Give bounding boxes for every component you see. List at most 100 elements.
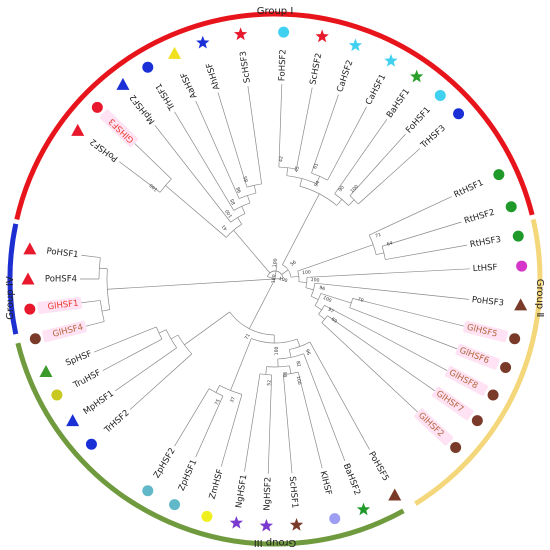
label-highlight [37,297,82,314]
branch-line [336,199,343,206]
group-label-4: Group IV [5,276,16,320]
leaf-label: PoHSF2 [89,136,121,163]
branch-arc [99,300,105,322]
branch-line [230,338,252,391]
branch-arc [269,270,282,275]
branch-arc [368,234,377,255]
leaf-label: ZpHSF2 [152,446,178,480]
branch-line [316,176,320,184]
leaf-label: GlHSF3 [107,116,136,145]
branch-line [289,349,292,358]
triangle-marker-icon [514,298,528,311]
circle-marker-icon [512,230,524,242]
bootstrap-value: 100 [224,208,234,219]
branch-line [195,100,240,199]
branch-line [376,252,384,256]
leaf-label: MpHSF2 [128,92,157,126]
leaf-label: BaHSF2 [341,462,362,497]
leaf-label: FoHSF1 [404,105,433,135]
branch-line [101,309,110,312]
bootstrap-value: 100 [278,276,288,284]
circle-marker-icon [500,362,512,374]
group-arcs [7,11,543,547]
bootstrap-value: 45 [294,166,301,173]
branch-line [324,304,448,371]
branch-line [290,275,299,278]
branch-line [154,125,231,223]
leaf-label: ScHSF3 [239,50,253,83]
branch-line [296,338,301,347]
leaf-label: AhHSF [205,61,223,91]
branch-arc [311,172,328,181]
leaf-label: GlHSF1 [47,299,79,313]
bootstrap-value: 94 [313,180,321,188]
bootstrap-value: 96 [318,285,325,292]
branch-arc [318,305,325,315]
branch-line [107,278,284,290]
leaf-label: PoHSF4 [45,275,77,285]
leaf-label: NgHSF1 [234,474,249,509]
branch-line [297,372,323,469]
bootstrap-value: 100 [274,346,280,355]
bootstrap-value: 69 [330,316,338,324]
bootstrap-value: 64 [386,240,393,247]
circle-marker-icon [450,441,462,453]
leaf-label: ScHSF2 [308,52,324,85]
star-marker-icon [229,515,244,529]
bootstrap-value: 97 [327,307,335,315]
bootstrap-value: 71 [244,333,252,341]
group-arc-3 [15,342,405,547]
branch-line [327,315,435,392]
bootstrap-value: 75 [214,398,222,406]
label-highlight [445,365,489,396]
leaf-label: NgHSF2 [262,477,273,511]
circle-marker-icon [169,499,181,511]
branch-line [170,334,179,340]
leaf-label: ZmHSF [208,468,226,500]
branch-line [369,196,452,236]
branch-arc [165,329,177,349]
branch-arc [381,246,386,260]
branch-line [278,84,283,168]
bootstrap-value: 100 [310,277,319,284]
branch-line [237,217,243,225]
leaf-label: PoHSF1 [46,246,79,260]
star-marker-icon [410,69,424,83]
branch-line [348,199,355,206]
group-label-3: Group III [254,537,296,548]
branch-line [289,365,292,374]
label-highlight [455,343,500,370]
triangle-marker-icon [66,414,80,427]
branch-line [274,271,277,280]
branch-line [184,311,230,346]
circle-marker-icon [85,438,97,450]
branch-line [233,230,271,274]
branch-line [311,94,339,174]
branch-arc [286,175,317,184]
branch-line [314,305,322,311]
circle-marker-icon [487,389,499,401]
star-marker-icon [196,35,210,49]
label-highlights [37,109,508,446]
circle-marker-icon [142,485,154,497]
leaf-label: TruHSF [71,368,103,391]
triangle-marker-icon [168,46,182,59]
bootstrap-value: 85 [229,197,237,205]
branch-arc [321,315,328,323]
branch-line [115,347,177,392]
branch-arc [229,311,275,336]
branch-line [81,300,101,304]
leaf-label: ScHSF1 [287,476,300,509]
branch-line [305,287,314,291]
leaf-label: RtHSF3 [469,235,502,250]
bootstrap-value: 100 [272,258,279,268]
branch-line [299,178,303,187]
leaf-label: GlHSF2 [416,411,446,439]
branch-line [267,276,276,280]
branch-line [134,143,172,180]
circle-marker-icon [493,169,505,181]
branch-line [174,111,235,211]
branch-line [314,282,469,300]
